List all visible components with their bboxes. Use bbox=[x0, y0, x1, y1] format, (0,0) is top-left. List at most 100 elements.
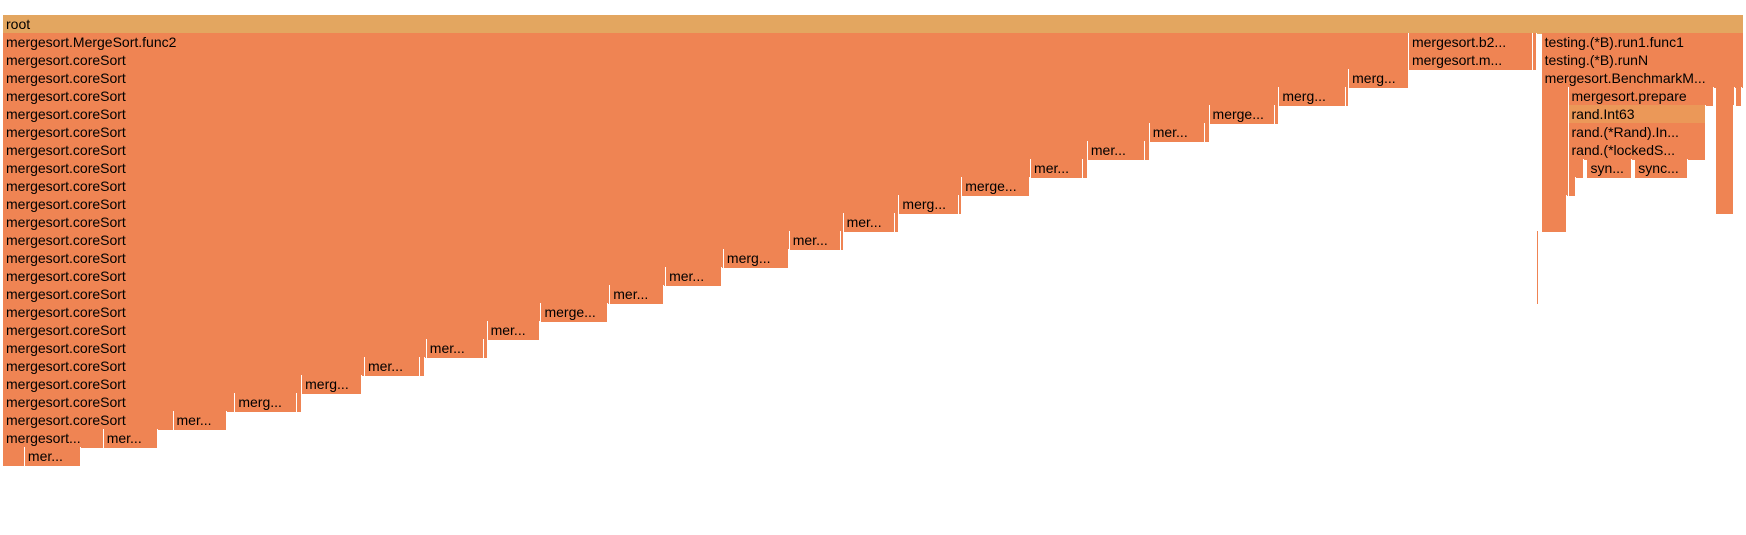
flame-frame[interactable]: mergesort.coreSort bbox=[3, 285, 611, 304]
flame-frame[interactable]: mergesort.coreSort bbox=[3, 357, 365, 376]
flame-frame[interactable]: mergesort.b2... bbox=[1408, 33, 1533, 52]
flame-frame[interactable]: mergesort.coreSort bbox=[3, 141, 1088, 160]
flame-frame[interactable]: mergesort.coreSort bbox=[3, 303, 542, 322]
flame-frame[interactable]: mergesort.coreSort bbox=[3, 123, 1150, 142]
flame-frame[interactable]: mergesort.MergeSort.func2 bbox=[3, 33, 1409, 52]
flame-frame[interactable] bbox=[1536, 267, 1539, 286]
flame-frame[interactable]: testing.(*B).run1.func1 bbox=[1541, 33, 1744, 52]
flame-frame[interactable] bbox=[1532, 51, 1537, 70]
flame-frame[interactable]: mer... bbox=[1149, 123, 1205, 142]
flame-frame[interactable] bbox=[1346, 87, 1350, 106]
flame-frame[interactable] bbox=[1716, 141, 1735, 160]
flame-frame[interactable] bbox=[1541, 123, 1569, 142]
flame-frame[interactable] bbox=[483, 339, 488, 358]
flame-frame[interactable] bbox=[1716, 195, 1735, 214]
flame-frame[interactable] bbox=[1541, 177, 1569, 196]
flame-frame[interactable] bbox=[840, 231, 844, 250]
flame-frame[interactable]: mer... bbox=[1031, 159, 1083, 178]
flame-frame[interactable]: rand.(*Rand).In... bbox=[1568, 123, 1707, 142]
flame-frame[interactable] bbox=[1082, 159, 1088, 178]
flame-frame[interactable]: rand.Int63 bbox=[1568, 105, 1707, 124]
flame-frame[interactable]: testing.(*B).runN bbox=[1541, 51, 1744, 70]
flame-frame[interactable]: syn... bbox=[1587, 159, 1633, 178]
flame-frame[interactable]: mergesort.coreSort bbox=[3, 51, 1409, 70]
flame-frame[interactable] bbox=[1568, 177, 1577, 196]
flame-frame[interactable]: mergesort.coreSort bbox=[3, 105, 1210, 124]
flame-frame[interactable]: merg... bbox=[899, 195, 960, 214]
flame-frame[interactable] bbox=[1716, 123, 1735, 142]
flame-frame[interactable]: merg... bbox=[302, 375, 362, 394]
flame-frame[interactable]: mergesort.coreSort bbox=[3, 321, 488, 340]
flame-frame[interactable]: mer... bbox=[610, 285, 665, 304]
flame-frame[interactable] bbox=[3, 447, 25, 466]
flame-frame[interactable] bbox=[1536, 285, 1539, 304]
flame-frame[interactable] bbox=[1541, 159, 1569, 178]
flame-frame[interactable] bbox=[1536, 249, 1539, 268]
flame-frame[interactable]: sync... bbox=[1635, 159, 1689, 178]
flame-frame[interactable]: mergesort.coreSort bbox=[3, 69, 1350, 88]
flame-frame[interactable]: mer... bbox=[426, 339, 484, 358]
flame-frame[interactable]: mer... bbox=[103, 429, 158, 448]
flame-frame[interactable]: mer... bbox=[364, 357, 420, 376]
flame-frame[interactable]: merge... bbox=[962, 177, 1031, 196]
flame-frame[interactable]: merg... bbox=[723, 249, 789, 268]
flame-frame[interactable]: mer... bbox=[173, 411, 228, 430]
flame-frame[interactable] bbox=[1204, 123, 1210, 142]
flame-frame[interactable] bbox=[1144, 141, 1150, 160]
flame-frame[interactable]: mergesort.coreSort bbox=[3, 375, 303, 394]
flame-frame[interactable] bbox=[1568, 159, 1585, 178]
flame-frame[interactable] bbox=[895, 213, 900, 232]
flame-frame-label: rand.(*Rand).In... bbox=[1571, 124, 1679, 140]
flame-frame[interactable]: mergesort.coreSort bbox=[3, 87, 1280, 106]
flame-frame[interactable]: mergesort.coreSort bbox=[3, 159, 1032, 178]
flame-frame[interactable]: mergesort.coreSort bbox=[3, 195, 900, 214]
flame-frame[interactable] bbox=[1716, 87, 1736, 106]
flame-frame[interactable] bbox=[1716, 177, 1735, 196]
flame-frame[interactable]: mergesort.coreSort bbox=[3, 213, 844, 232]
flame-frame[interactable]: mergesort.m... bbox=[1408, 51, 1533, 70]
flame-frame[interactable] bbox=[1541, 195, 1567, 214]
flame-frame[interactable]: root bbox=[3, 15, 1744, 34]
flame-frame[interactable]: mergesort.coreSort bbox=[3, 177, 963, 196]
flame-frame[interactable] bbox=[1541, 213, 1567, 232]
flame-frame[interactable] bbox=[1541, 105, 1569, 124]
flame-frame[interactable]: mer... bbox=[789, 231, 841, 250]
flame-frame[interactable]: mergesort.coreSort bbox=[3, 249, 724, 268]
flame-frame[interactable] bbox=[1716, 159, 1735, 178]
flame-frame-label: mergesort.prepare bbox=[1571, 88, 1687, 104]
flame-frame[interactable]: mer... bbox=[24, 447, 81, 466]
flame-frame[interactable] bbox=[1736, 87, 1742, 106]
flame-frame[interactable] bbox=[297, 393, 303, 412]
flame-frame[interactable] bbox=[419, 357, 425, 376]
flame-frame[interactable]: mergesort.BenchmarkM... bbox=[1541, 69, 1744, 88]
flame-frame[interactable]: mer... bbox=[1087, 141, 1145, 160]
flame-frame[interactable] bbox=[1541, 141, 1569, 160]
flame-frame-label: mergesort.coreSort bbox=[6, 160, 126, 176]
flame-frame[interactable]: merge... bbox=[541, 303, 609, 322]
flame-frame[interactable] bbox=[1541, 87, 1569, 106]
flame-frame[interactable]: mergesort.coreSort bbox=[3, 267, 667, 286]
flame-frame[interactable]: mergesort.coreSort bbox=[3, 393, 236, 412]
flame-frame[interactable]: mergesort.coreSort bbox=[3, 339, 427, 358]
flame-frame[interactable]: merge... bbox=[1209, 105, 1276, 124]
flame-frame[interactable] bbox=[1532, 33, 1537, 52]
flame-frame[interactable] bbox=[1275, 105, 1280, 124]
flame-frame[interactable]: mer... bbox=[666, 267, 722, 286]
flame-frame[interactable]: merg... bbox=[1349, 69, 1409, 88]
flame-frame[interactable]: mergesort.coreSort bbox=[3, 411, 174, 430]
flame-frame-label: mergesort.m... bbox=[1411, 52, 1503, 68]
flame-frame-label: mergesort.coreSort bbox=[6, 52, 126, 68]
flame-frame[interactable]: mer... bbox=[487, 321, 541, 340]
flame-frame[interactable] bbox=[1536, 231, 1539, 250]
flame-frame[interactable]: mergesort... bbox=[3, 429, 104, 448]
flame-frame[interactable]: mergesort.coreSort bbox=[3, 231, 790, 250]
flame-frame[interactable] bbox=[959, 195, 963, 214]
flame-frame-label: mergesort.BenchmarkM... bbox=[1544, 70, 1706, 86]
flame-frame[interactable]: merg... bbox=[1279, 87, 1347, 106]
flame-frame[interactable]: rand.(*lockedS... bbox=[1568, 141, 1707, 160]
flame-frame[interactable]: merg... bbox=[235, 393, 298, 412]
flame-frame[interactable] bbox=[1716, 105, 1735, 124]
flame-frame[interactable]: mergesort.prepare bbox=[1568, 87, 1715, 106]
flame-frame-label: merg... bbox=[726, 250, 771, 266]
flame-frame[interactable]: mer... bbox=[843, 213, 896, 232]
